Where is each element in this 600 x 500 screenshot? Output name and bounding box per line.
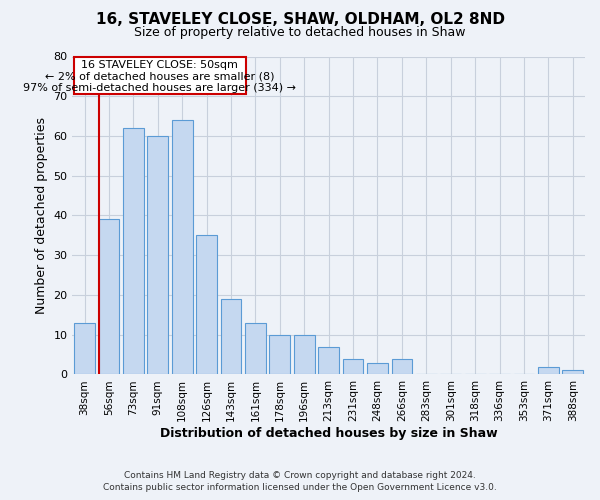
- Bar: [562, 370, 583, 374]
- Text: Size of property relative to detached houses in Shaw: Size of property relative to detached ho…: [134, 26, 466, 39]
- Bar: [343, 358, 364, 374]
- Bar: [98, 220, 119, 374]
- Bar: [123, 128, 144, 374]
- Bar: [245, 323, 266, 374]
- Bar: [196, 236, 217, 374]
- Text: Contains HM Land Registry data © Crown copyright and database right 2024.
Contai: Contains HM Land Registry data © Crown c…: [103, 471, 497, 492]
- Bar: [294, 334, 314, 374]
- Text: 16, STAVELEY CLOSE, SHAW, OLDHAM, OL2 8ND: 16, STAVELEY CLOSE, SHAW, OLDHAM, OL2 8N…: [95, 12, 505, 28]
- Bar: [221, 299, 241, 374]
- Text: 16 STAVELEY CLOSE: 50sqm: 16 STAVELEY CLOSE: 50sqm: [81, 60, 238, 70]
- X-axis label: Distribution of detached houses by size in Shaw: Distribution of detached houses by size …: [160, 427, 497, 440]
- Text: 97% of semi-detached houses are larger (334) →: 97% of semi-detached houses are larger (…: [23, 84, 296, 94]
- Bar: [538, 366, 559, 374]
- Bar: [367, 362, 388, 374]
- Bar: [74, 323, 95, 374]
- Text: ← 2% of detached houses are smaller (8): ← 2% of detached houses are smaller (8): [45, 72, 274, 82]
- Bar: [148, 136, 168, 374]
- Bar: [392, 358, 412, 374]
- Bar: [269, 334, 290, 374]
- Bar: [172, 120, 193, 374]
- Bar: [318, 346, 339, 374]
- FancyBboxPatch shape: [74, 56, 245, 94]
- Y-axis label: Number of detached properties: Number of detached properties: [35, 117, 48, 314]
